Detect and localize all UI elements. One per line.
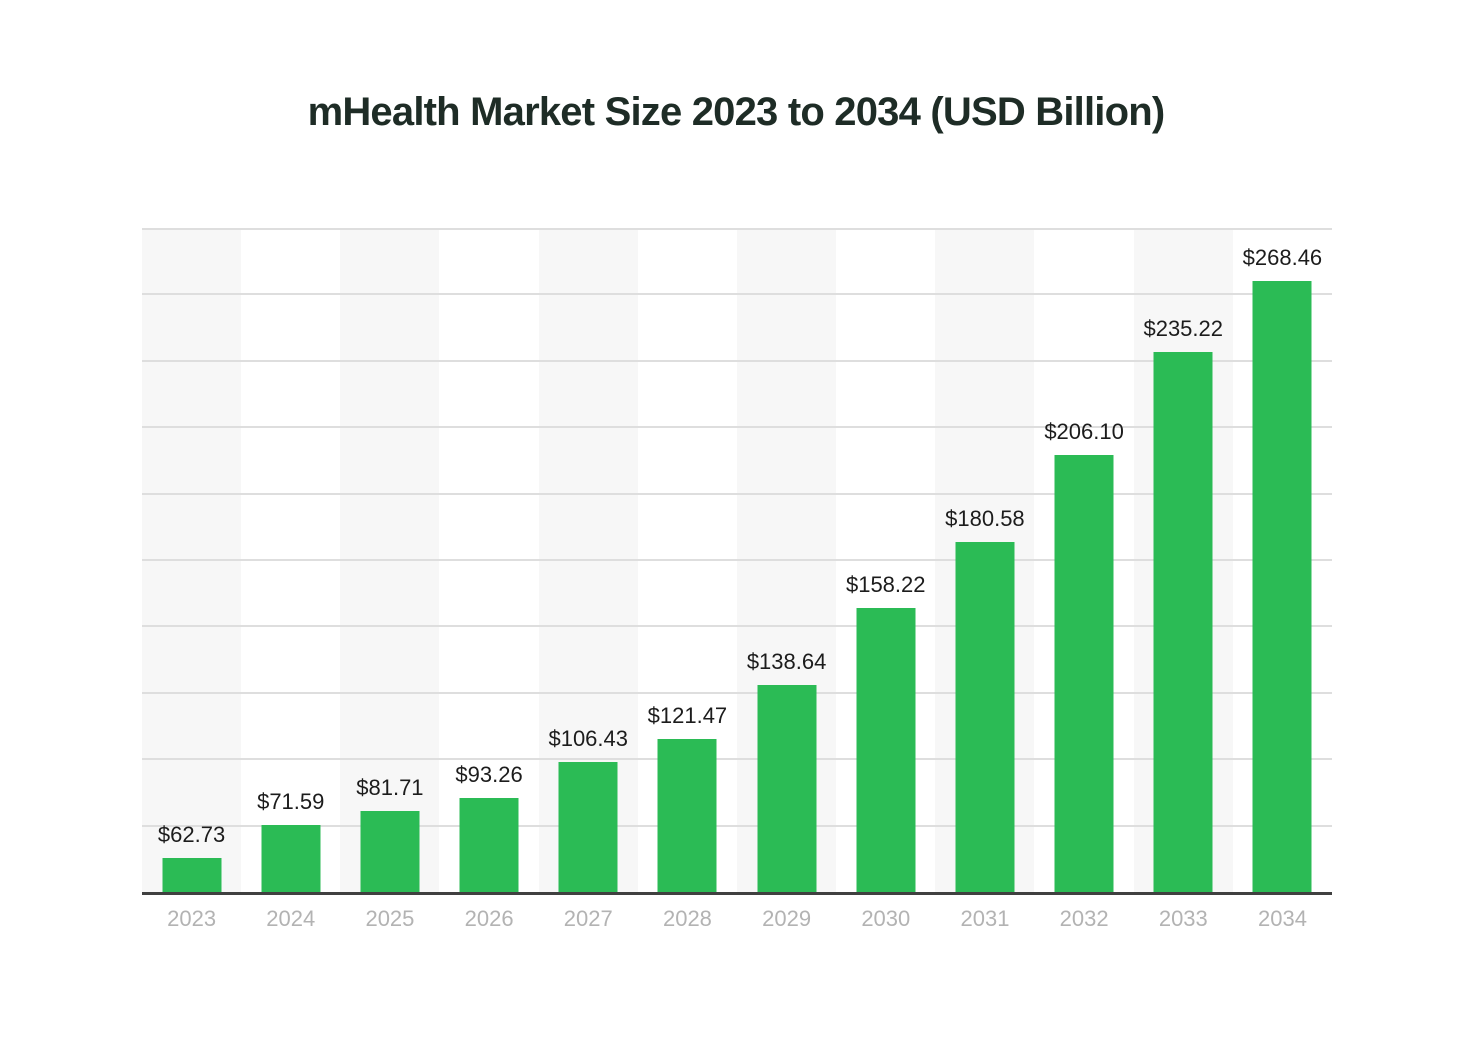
bar-column-2025: $81.71 [340,228,439,892]
bar-column-2031: $180.58 [935,228,1034,892]
bar-2027 [558,762,618,892]
bar-2029 [757,685,817,892]
bar-column-2024: $71.59 [241,228,340,892]
value-label-2023: $62.73 [157,822,226,847]
value-label-2031: $180.58 [945,506,1025,531]
x-axis-label-2031: 2031 [960,906,1010,931]
value-label-2028: $121.47 [647,703,728,728]
value-label-2025: $81.71 [356,775,424,800]
gridline [142,692,1332,694]
plot-area: $62.73 $71.59 $81.71 $93.26 $106.43 $121.47 $1… [142,228,1332,895]
x-axis-label-2026: 2026 [464,906,514,931]
gridline [142,758,1332,760]
x-axis-label-2034: 2034 [1258,906,1307,931]
gridline [142,426,1332,428]
bar-2031 [955,542,1015,892]
value-label-2032: $206.10 [1044,419,1124,444]
bar-2028 [657,739,717,892]
value-label-2024: $71.59 [257,789,325,814]
bar-2023 [162,858,222,892]
bar-column-2029: $138.64 [737,228,836,892]
bar-2025 [360,811,420,892]
bar-2030 [856,608,916,892]
gridline [142,360,1332,362]
x-axis-label-2023: 2023 [167,906,217,931]
value-label-2033: $235.22 [1143,316,1223,341]
bar-2032 [1054,455,1114,892]
bar-column-2030: $158.22 [836,228,935,892]
x-axis-labels: 2023 2024 2025 2026 2027 2028 2029 2030 2031 2032… [142,906,1332,932]
gridline [142,493,1332,495]
bar-2033 [1153,352,1213,892]
bar-column-2027: $106.43 [539,228,638,892]
gridline [142,228,1332,230]
gridline [142,559,1332,561]
bar-2024 [261,825,321,892]
value-label-2026: $93.26 [455,762,523,787]
bar-2026 [459,798,519,892]
value-label-2034: $268.46 [1242,245,1323,270]
gridline [142,825,1332,827]
bar-column-2033: $235.22 [1134,228,1233,892]
bar-column-2032: $206.10 [1035,228,1134,892]
bar-column-2034: $268.46 [1233,228,1332,892]
value-label-2027: $106.43 [548,726,628,751]
value-label-2030: $158.22 [845,572,926,597]
x-axis-label-2033: 2033 [1158,906,1208,931]
x-axis-label-2024: 2024 [266,906,316,931]
x-axis-label-2030: 2030 [861,906,911,931]
gridline [142,625,1332,627]
bar-column-2026: $93.26 [440,228,539,892]
value-label-2029: $138.64 [746,649,827,674]
x-axis-label-2027: 2027 [563,906,613,931]
bar-column-2023: $62.73 [142,228,241,892]
x-axis-label-2032: 2032 [1059,906,1109,931]
gridline [142,293,1332,295]
bar-2034 [1252,281,1312,892]
chart-title: mHealth Market Size 2023 to 2034 (USD Bi… [307,90,1166,134]
x-axis-label-2028: 2028 [662,906,712,931]
bar-column-2028: $121.47 [638,228,737,892]
x-axis-label-2029: 2029 [762,906,812,931]
x-axis-label-2025: 2025 [365,906,415,931]
